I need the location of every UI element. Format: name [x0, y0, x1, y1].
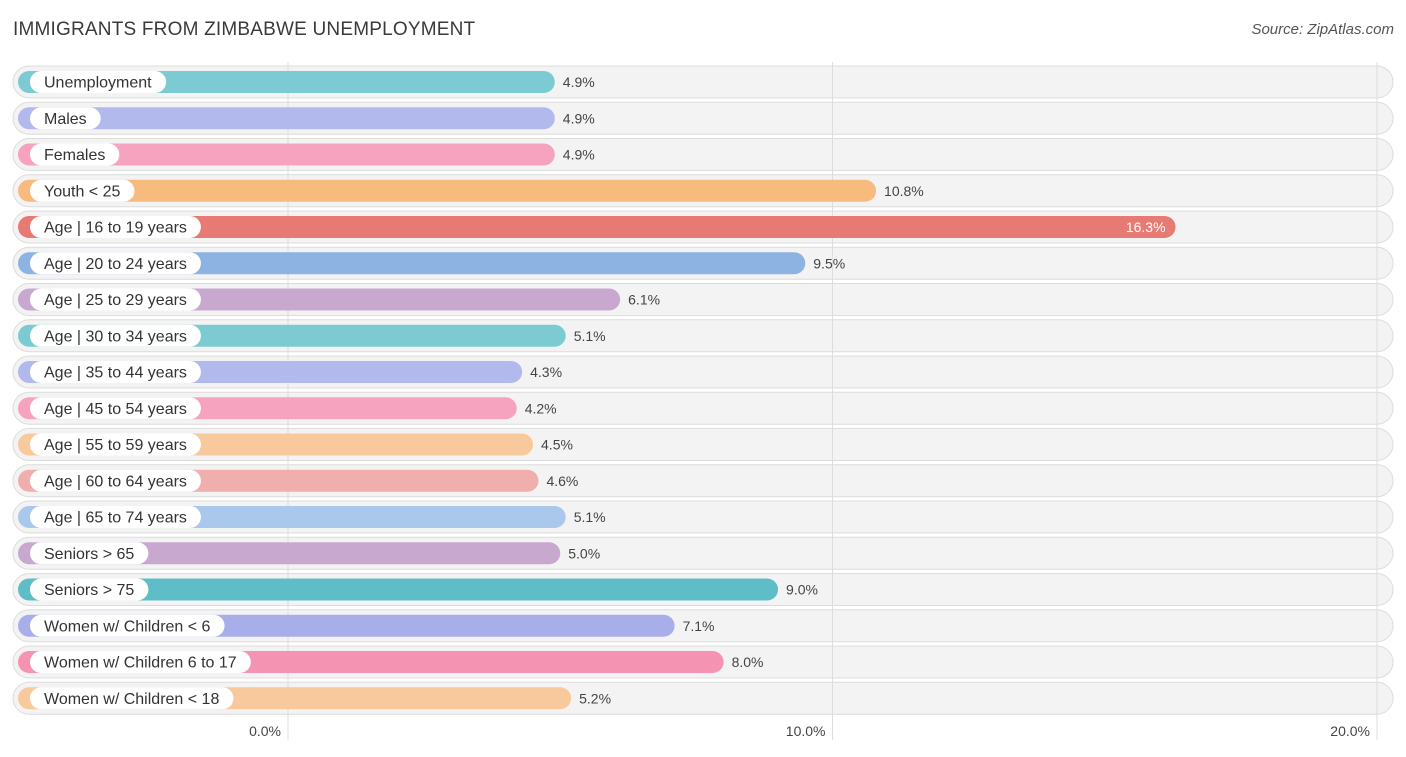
- bar[interactable]: [18, 542, 561, 565]
- category-pill: [30, 397, 201, 420]
- category-label: Seniors > 65: [44, 546, 134, 563]
- category-label: Age | 20 to 24 years: [44, 256, 187, 273]
- category-pill: [30, 71, 167, 93]
- value-label: 5.1%: [574, 328, 606, 344]
- category-pill: [30, 687, 234, 710]
- category-pill: [30, 361, 201, 383]
- value-label: 4.9%: [563, 110, 595, 126]
- value-label: 4.9%: [563, 74, 595, 90]
- category-label: Women w/ Children < 6: [44, 618, 211, 635]
- category-pill: [30, 252, 201, 275]
- bar[interactable]: [18, 216, 1176, 238]
- bar[interactable]: [18, 252, 806, 275]
- category-label: Youth < 25: [44, 183, 120, 200]
- bar[interactable]: [18, 143, 555, 166]
- chart-title: IMMIGRANTS FROM ZIMBABWE UNEMPLOYMENT: [13, 19, 476, 40]
- value-label: 10.8%: [884, 183, 924, 199]
- value-label: 4.9%: [563, 147, 595, 163]
- value-label: 4.5%: [541, 437, 573, 453]
- category-pill: [30, 578, 149, 601]
- category-pill: [30, 143, 120, 166]
- category-pill: [30, 469, 201, 492]
- category-pill: [30, 179, 135, 202]
- category-label: Males: [44, 111, 87, 128]
- category-label: Age | 35 to 44 years: [44, 365, 187, 382]
- category-pill: [30, 324, 201, 347]
- category-label: Age | 30 to 34 years: [44, 328, 187, 345]
- value-label: 4.3%: [530, 364, 562, 380]
- category-pill: [30, 433, 201, 456]
- value-label: 16.3%: [1126, 219, 1166, 235]
- category-label: Age | 65 to 74 years: [44, 510, 187, 527]
- category-label: Age | 45 to 54 years: [44, 401, 187, 418]
- bar[interactable]: [18, 107, 555, 130]
- x-tick-label: 20.0%: [1330, 723, 1370, 739]
- category-pill: [30, 506, 201, 528]
- category-label: Age | 60 to 64 years: [44, 473, 187, 490]
- category-label: Women w/ Children < 18: [44, 691, 219, 708]
- value-label: 4.6%: [546, 473, 578, 489]
- category-pill: [30, 288, 201, 311]
- value-label: 4.2%: [525, 400, 557, 416]
- category-label: Age | 25 to 29 years: [44, 292, 187, 309]
- category-pill: [30, 614, 225, 637]
- value-label: 5.1%: [574, 509, 606, 525]
- category-label: Unemployment: [44, 75, 152, 92]
- value-label: 9.5%: [813, 255, 845, 271]
- x-tick-label: 0.0%: [249, 723, 281, 739]
- category-label: Seniors > 75: [44, 582, 134, 599]
- category-label: Women w/ Children 6 to 17: [44, 655, 237, 672]
- value-label: 7.1%: [683, 618, 715, 634]
- value-label: 5.0%: [568, 545, 600, 561]
- value-label: 6.1%: [628, 292, 660, 308]
- category-label: Females: [44, 147, 105, 164]
- value-label: 8.0%: [732, 654, 764, 670]
- x-tick-label: 10.0%: [786, 723, 826, 739]
- bar[interactable]: [18, 179, 877, 202]
- value-label: 5.2%: [579, 690, 611, 706]
- source-note: Source: ZipAtlas.com: [1251, 21, 1394, 38]
- value-label: 9.0%: [786, 582, 818, 598]
- category-pill: [30, 107, 101, 130]
- category-label: Age | 55 to 59 years: [44, 437, 187, 454]
- category-label: Age | 16 to 19 years: [44, 220, 187, 237]
- category-pill: [30, 216, 201, 238]
- category-pill: [30, 651, 251, 673]
- category-pill: [30, 542, 149, 565]
- bar[interactable]: [18, 578, 779, 601]
